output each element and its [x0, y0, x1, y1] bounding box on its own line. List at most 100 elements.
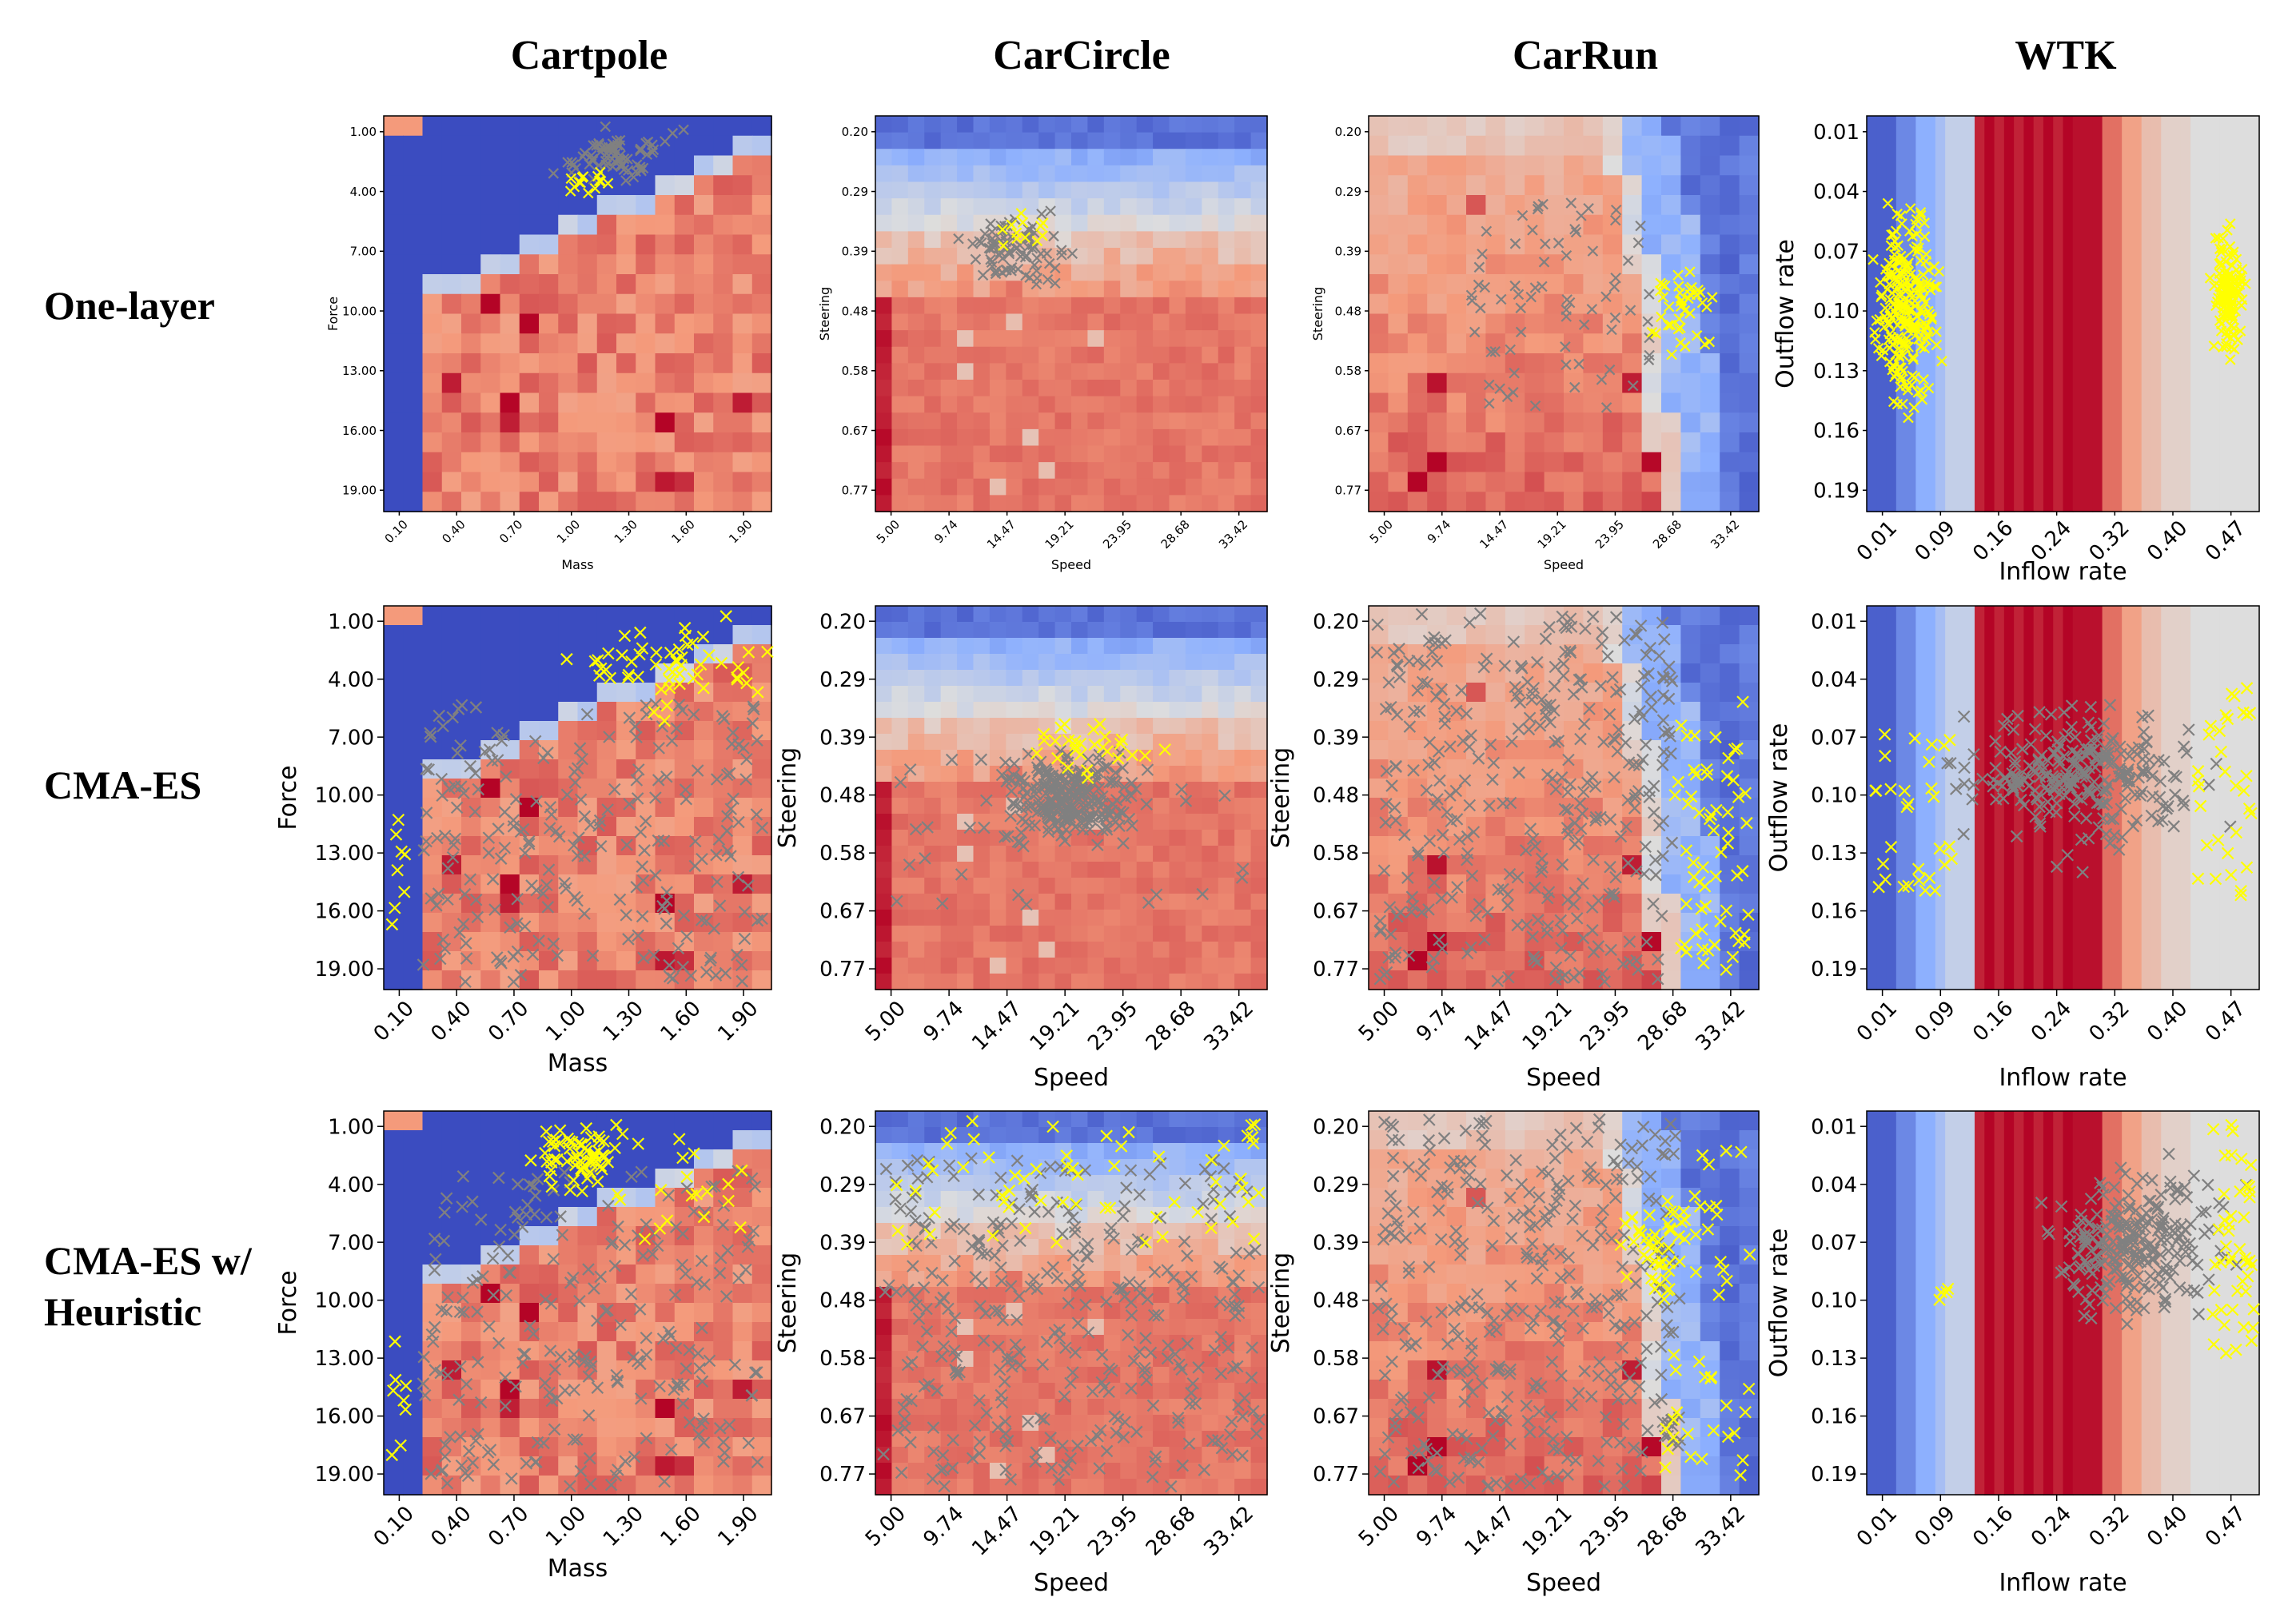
x-tick-label: 1.90 [726, 517, 755, 546]
scatter-point-failure [1721, 806, 1735, 818]
heatmap-cell [1544, 214, 1565, 236]
heatmap-cell [480, 412, 501, 433]
heatmap-cell [1661, 135, 1682, 157]
heatmap-cell [694, 234, 715, 256]
heatmap-cell [1103, 330, 1122, 348]
heatmap-cell [1202, 478, 1219, 496]
scatter-point-failure [1906, 379, 1918, 391]
heatmap-cell [1485, 798, 1506, 818]
x-tick-label: 33.42 [1216, 517, 1250, 552]
heatmap-cell [1120, 654, 1138, 671]
heatmap-cell [1038, 165, 1056, 183]
heatmap-cell [891, 894, 909, 910]
heatmap-cell [713, 135, 734, 157]
heatmap-cell [1641, 372, 1662, 394]
heatmap-cell [1622, 195, 1643, 216]
scatter-point-other [1556, 610, 1569, 623]
heatmap-cell [1185, 346, 1203, 364]
scatter-point-other [921, 821, 934, 834]
heatmap-cell [1153, 248, 1170, 265]
heatmap-cell [1038, 330, 1056, 348]
scatter-point-other [724, 803, 738, 815]
heatmap-cell [1006, 686, 1023, 703]
heatmap-cell [875, 830, 893, 846]
heatmap-cell [1388, 274, 1409, 295]
scatter-point-failure [1082, 771, 1094, 784]
heatmap-cell [1446, 894, 1467, 914]
heatmap-cell [1103, 165, 1122, 183]
y-tick-label: 0.67 [1335, 424, 1361, 438]
heatmap-cell [596, 606, 617, 626]
heatmap-cell [1022, 396, 1039, 414]
heatmap-cell [558, 392, 579, 414]
heatmap-cell [1446, 353, 1467, 374]
heatmap-cell [1427, 293, 1448, 315]
scatter-point-other [1405, 890, 1419, 903]
heatmap-cell [1071, 363, 1089, 380]
heatmap-cell [1427, 353, 1448, 374]
heatmap-cell [907, 495, 926, 512]
heatmap-cell [1564, 234, 1584, 256]
scatter-point-other [1548, 704, 1561, 717]
heatmap-cell [1388, 234, 1409, 256]
heatmap-cell [891, 149, 909, 166]
heatmap-cell [924, 846, 942, 862]
heatmap-cell [1250, 231, 1268, 249]
heatmap-cell [875, 670, 893, 687]
heatmap-cell [924, 830, 942, 846]
heatmap-cell [1485, 452, 1506, 473]
heatmap-cell [1218, 181, 1235, 199]
heatmap-cell [973, 330, 991, 348]
heatmap-cell [539, 606, 560, 626]
heatmap-cell [1583, 274, 1604, 295]
heatmap-cell [1234, 766, 1252, 783]
heatmap-cell [1103, 181, 1122, 199]
heatmap-cell [1661, 472, 1682, 493]
heatmap-cell [1071, 910, 1089, 926]
heatmap-cell [1120, 231, 1138, 249]
heatmap-cell [558, 214, 579, 236]
scatter-point-other [1125, 789, 1138, 803]
heatmap-cell [1087, 149, 1105, 166]
scatter-point-other [747, 703, 760, 716]
heatmap-cell [441, 333, 462, 354]
heatmap-cell [1218, 718, 1235, 735]
scatter-point-other [1556, 858, 1569, 871]
heatmap-cell [1006, 396, 1023, 414]
heatmap-cell [1661, 951, 1682, 971]
scatter-point-other [522, 834, 536, 848]
scatter-point-other [1529, 840, 1542, 853]
heatmap-cell [1661, 874, 1682, 894]
scatter-point-other [741, 879, 755, 892]
heatmap-cell [1427, 855, 1448, 875]
heatmap-cell [1202, 766, 1219, 783]
heatmap-cell [1700, 970, 1720, 990]
scatter-point-other [713, 899, 727, 912]
heatmap-cell [989, 814, 1007, 830]
heatmap-cell [732, 412, 753, 433]
heatmap-cell [1054, 462, 1072, 480]
scatter-point-other [919, 852, 931, 865]
heatmap-cell [1564, 254, 1584, 275]
heatmap-cell [1369, 779, 1389, 799]
heatmap-cell [875, 445, 893, 463]
scatter-point-other [526, 948, 540, 962]
scatter-point-other [1438, 717, 1452, 731]
scatter-point-failure [1923, 382, 1935, 394]
heatmap-cell [422, 333, 443, 354]
heatmap-cell [1087, 313, 1105, 331]
scatter-point-other [1042, 767, 1054, 780]
y-tick-label: 10.00 [315, 784, 374, 808]
heatmap-cell [480, 372, 501, 394]
heatmap-cell [1136, 248, 1154, 265]
heatmap-cell [1739, 313, 1760, 335]
heatmap-cell [1544, 293, 1565, 315]
heatmap-cell [1525, 155, 1545, 177]
heatmap-cell [1622, 913, 1643, 933]
heatmap-cell [1485, 135, 1506, 157]
heatmap-cell [1169, 670, 1186, 687]
scatter-point-other [1648, 854, 1662, 866]
heatmap-cell [1446, 135, 1467, 157]
heatmap-cell [2043, 116, 2055, 512]
scatter-point-other [1106, 775, 1119, 788]
